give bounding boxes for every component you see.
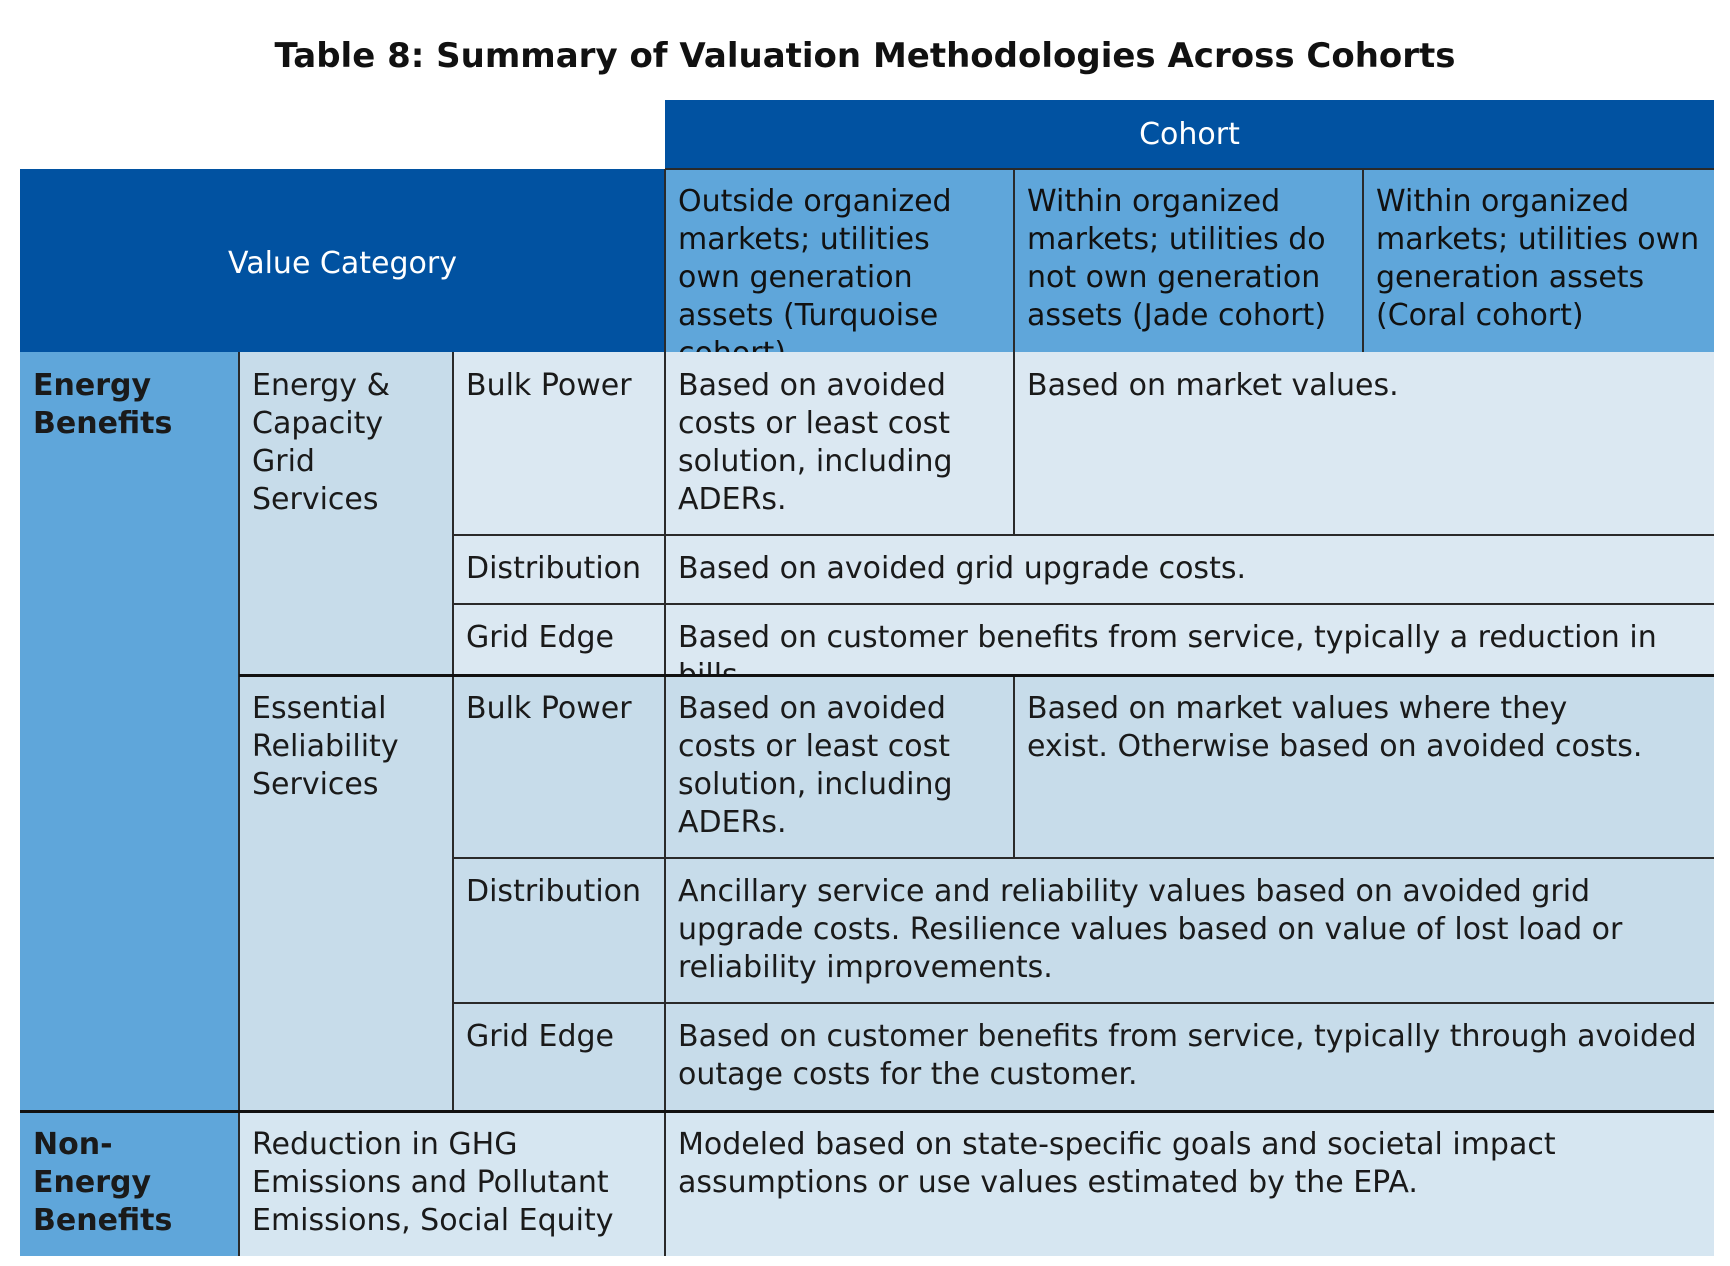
divider [453,1002,1714,1004]
divider [20,1110,1714,1113]
ec-grid-edge-value: Based on customer benefits from service,… [665,604,1714,693]
divider [453,603,1714,605]
er-grid-edge-label: Grid Edge [453,1003,665,1111]
non-energy-benefits-label: Non-Energy Benefits [20,1111,239,1256]
er-distribution-value: Ancillary service and reliability values… [665,858,1714,1003]
divider [1013,169,1015,352]
divider [664,169,666,1256]
er-bulk-power-turquoise: Based on avoided costs or least cost sol… [665,675,1014,858]
energy-capacity-label: Energy & Capacity Grid Services [239,352,453,675]
er-distribution-label: Distribution [453,858,665,1003]
divider [1013,675,1015,858]
essential-reliability-label: Essential Reliability Services [239,675,453,1111]
divider [239,674,1714,677]
ec-distribution-label: Distribution [453,535,665,604]
cohort-turquoise-header: Outside organized markets; utilities own… [665,169,1014,371]
er-grid-edge-value: Based on customer benefits from service,… [665,1003,1714,1111]
non-energy-category: Reduction in GHG Emissions and Pollutant… [239,1111,665,1256]
energy-benefits-label: Energy Benefits [20,352,239,1111]
divider [1362,169,1364,352]
divider [665,168,1714,170]
divider [1013,352,1015,535]
cohort-coral-header: Within organized markets; utilities own … [1363,169,1714,352]
ec-bulk-power-turquoise: Based on avoided costs or least cost sol… [665,352,1014,535]
value-category-label: Value Category [228,245,457,281]
divider [452,352,454,1111]
cohort-header: Cohort [665,100,1714,169]
cohort-header-label: Cohort [1139,116,1240,152]
table-title: Table 8: Summary of Valuation Methodolog… [274,36,1456,76]
ec-bulk-power-label: Bulk Power [453,352,665,535]
ec-distribution-value: Based on avoided grid upgrade costs. [665,535,1714,604]
divider [453,857,1714,859]
ec-bulk-power-market: Based on market values. [1014,352,1714,535]
non-energy-description: Modeled based on state-specific goals an… [665,1111,1714,1256]
cohort-jade-header: Within organized markets; utilities do n… [1014,169,1363,352]
er-bulk-power-market: Based on market values where they exist.… [1014,675,1714,858]
ec-grid-edge-label: Grid Edge [453,604,665,675]
divider [238,352,240,1256]
divider [453,534,1714,536]
er-bulk-power-label: Bulk Power [453,675,665,858]
value-category-header: Value Category [20,169,665,352]
